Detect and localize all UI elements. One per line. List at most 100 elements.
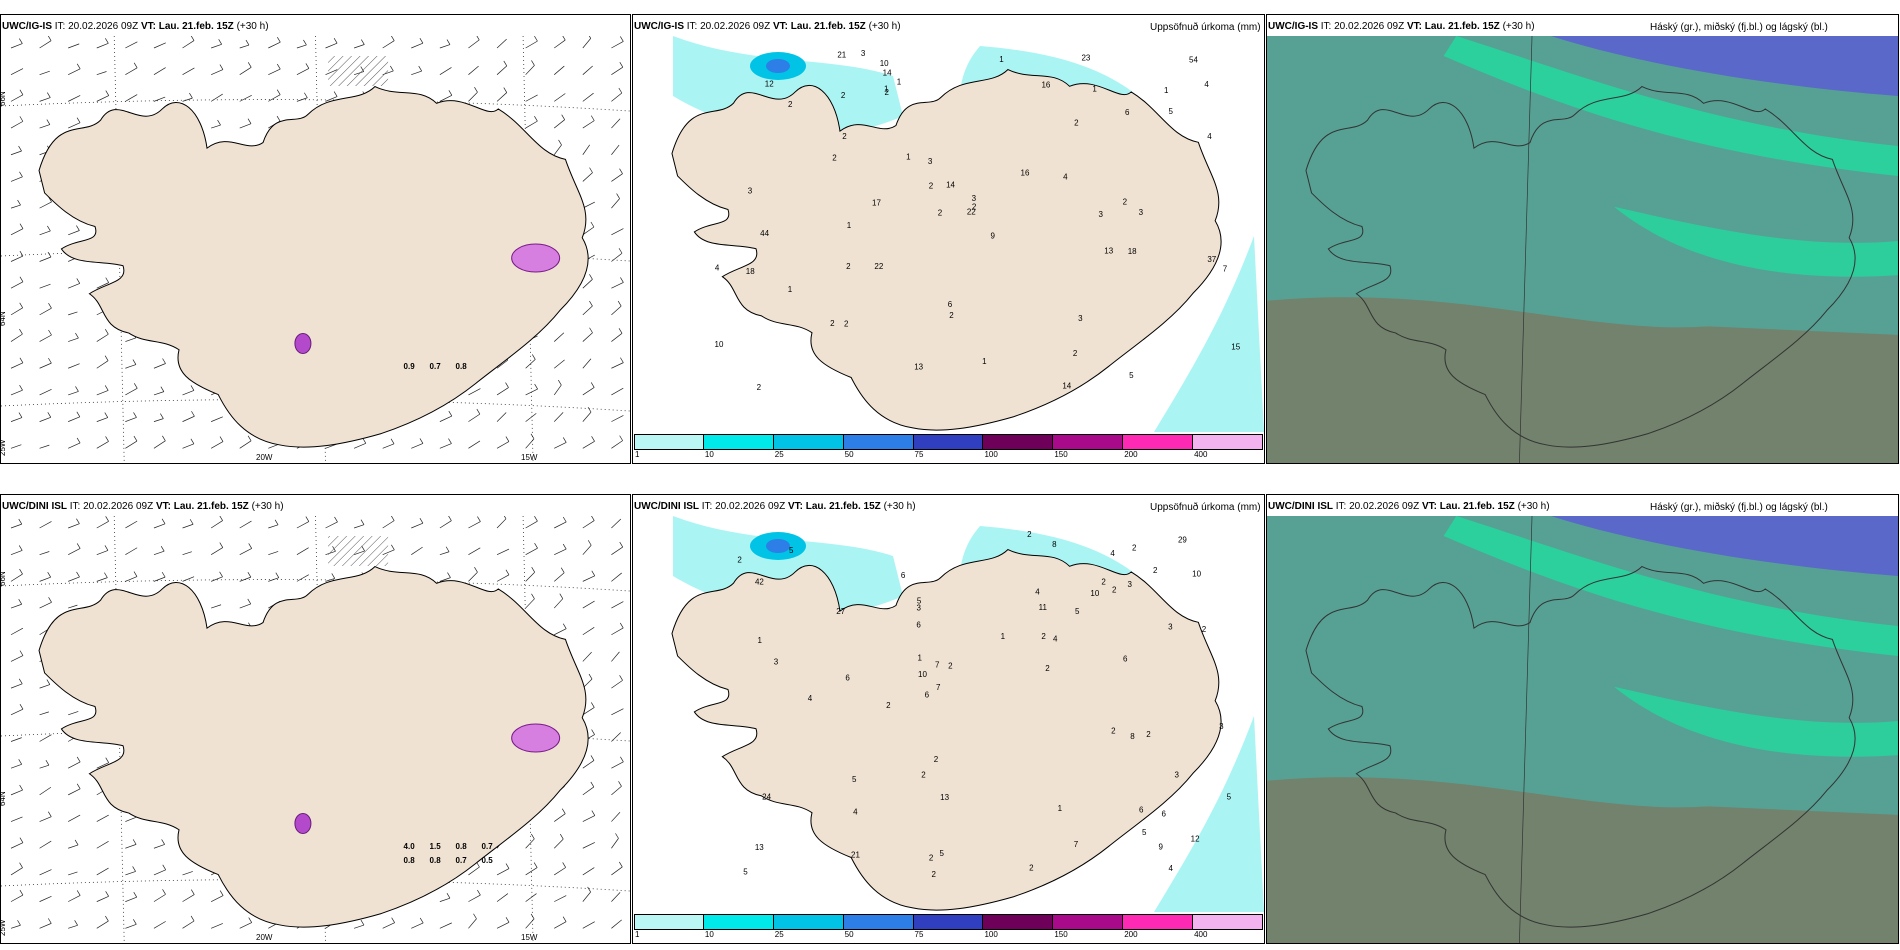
wind-barb <box>553 838 564 849</box>
wind-barb <box>125 67 138 75</box>
wind-barb-feather <box>76 225 80 231</box>
precip-value-label: 24 <box>762 793 771 802</box>
wind-barb-feather <box>190 915 195 922</box>
wind-barb-feather <box>419 917 424 924</box>
wind-barb-feather <box>505 863 510 869</box>
map-layer-2 <box>1267 36 1898 463</box>
it-value: 20.02.2026 09Z <box>1349 501 1420 512</box>
wind-barb <box>582 358 592 369</box>
wind-barb-feather <box>19 250 24 257</box>
wind-barb <box>211 124 221 129</box>
wind-barb <box>211 43 222 49</box>
it-label: IT: <box>1320 21 1332 32</box>
precip-value-label: 2 <box>788 100 793 109</box>
wind-barb <box>96 282 109 289</box>
wind-barb-feather <box>590 702 595 708</box>
wind-barb <box>153 418 164 422</box>
precip-value-label: 1 <box>788 285 793 294</box>
hatched-area <box>328 56 389 86</box>
wind-barb-feather <box>104 572 108 578</box>
precip-value-label: 21 <box>851 850 860 859</box>
lead-time: (+30 h) <box>1517 501 1550 512</box>
wind-barb <box>325 96 338 102</box>
wind-barb-feather <box>19 837 24 843</box>
wind-barb-feather <box>476 408 481 415</box>
precip-value-label: 4 <box>808 694 813 703</box>
precip-value-label: 2 <box>932 870 937 879</box>
wind-barb <box>153 440 166 449</box>
wind-barb-feather <box>391 917 395 923</box>
wind-barb-feather <box>160 546 165 552</box>
precip-value-label: 5 <box>789 546 794 555</box>
it-label: IT: <box>686 21 698 32</box>
wind-barb-feather <box>217 119 221 126</box>
wind-barb-feather <box>620 277 624 283</box>
precip-value-label: 5 <box>743 868 748 877</box>
wind-barb-feather <box>76 437 81 444</box>
wind-barb-feather <box>190 385 195 391</box>
precip-value-label: 2 <box>1111 726 1116 735</box>
wind-barb-feather <box>47 251 52 258</box>
wind-barb <box>153 523 166 529</box>
legend-tick-label: 75 <box>914 450 924 459</box>
wind-barb-feather <box>45 760 50 766</box>
wind-barb <box>96 417 108 422</box>
precip-value-label: 2 <box>1132 543 1137 552</box>
vt-value: Lau. 21.feb. 15Z <box>173 501 249 512</box>
precip-value-label: 6 <box>1123 655 1128 664</box>
wind-barb-feather <box>419 438 424 444</box>
wind-barb <box>125 440 138 449</box>
precip-legend-dini: 1 10 25 50 75 100 150 200 400 <box>634 914 1263 939</box>
precip-value-label: 2 <box>1202 625 1207 634</box>
wind-barb-feather <box>445 546 450 552</box>
wind-barb <box>611 866 623 876</box>
precip-value-label: 3 <box>1175 771 1180 780</box>
wind-barb <box>582 279 593 289</box>
wind-barb <box>68 924 78 929</box>
wind-barb-feather <box>133 412 137 418</box>
wind-barb-feather <box>620 357 624 363</box>
wind-barb <box>39 362 52 369</box>
wind-barb-feather <box>476 36 480 41</box>
precip-value-label: 21 <box>837 50 846 59</box>
high-cloud-layer <box>1614 686 1898 757</box>
wind-barb <box>296 574 309 582</box>
precip-value-label: 44 <box>760 229 769 238</box>
wind-barb-feather <box>561 114 565 120</box>
wind-barb-feather <box>616 193 620 199</box>
wind-barb <box>468 571 478 582</box>
precip-value-label: 6 <box>1125 108 1130 117</box>
wind-barb <box>239 922 252 929</box>
precip-value-label: 2 <box>938 208 943 217</box>
precip-value-label: 6 <box>916 621 921 630</box>
wind-barb <box>611 41 624 49</box>
wind-barb-feather <box>590 115 595 121</box>
wind-barb <box>153 96 166 102</box>
lead-time: (+30 h) <box>251 501 284 512</box>
wind-barb <box>39 256 52 262</box>
wind-barb-feather <box>219 516 223 521</box>
legend-tick-label: 10 <box>704 450 714 459</box>
wind-barb-feather <box>133 435 138 442</box>
legend-tick-label: 150 <box>1054 450 1068 459</box>
wind-barb <box>39 124 50 129</box>
precip-value-label: 5 <box>939 849 944 858</box>
precip-value-label: 2 <box>1045 664 1050 673</box>
wind-barb <box>611 761 624 769</box>
wind-barb <box>353 924 365 929</box>
wind-barb-feather <box>618 861 623 868</box>
wind-barb-feather <box>531 567 535 573</box>
wind-barb-feather <box>448 438 452 444</box>
vt-label: VT: <box>140 21 156 32</box>
wind-barb-feather <box>160 386 165 392</box>
wind-barb <box>96 895 109 902</box>
legend-swatch <box>703 434 774 450</box>
wind-barb-feather <box>46 679 51 685</box>
wind-barb <box>68 391 79 396</box>
wind-barb <box>39 816 52 822</box>
wind-barb <box>68 230 80 236</box>
wind-barb <box>496 868 510 876</box>
wind-barb-feather <box>559 593 564 599</box>
wind-barb <box>153 67 166 75</box>
wind-barb <box>468 39 480 49</box>
